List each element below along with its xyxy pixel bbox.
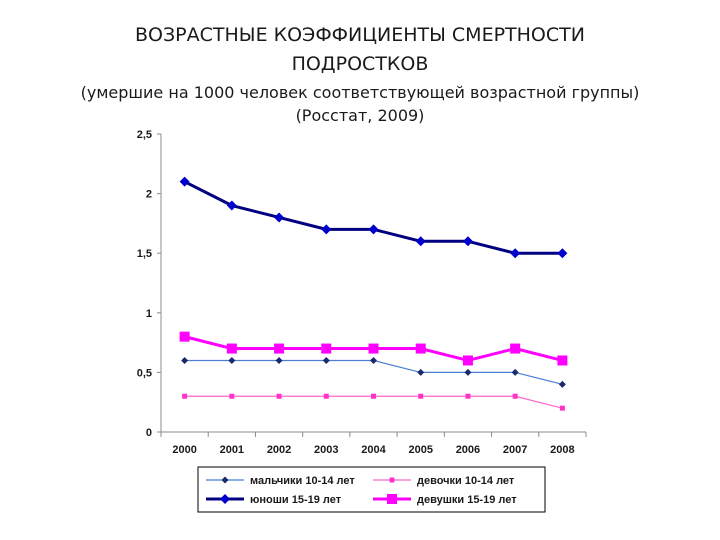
series-3-point xyxy=(415,236,426,247)
series-2-point xyxy=(229,393,235,399)
series-4-point xyxy=(415,343,426,354)
chart-title-line-2: ПОДРОСТКОВ xyxy=(291,53,429,75)
x-tick-label: 2002 xyxy=(267,444,291,456)
y-tick-label: 2,5 xyxy=(137,129,152,141)
series-3-point xyxy=(226,200,237,211)
series-4-point xyxy=(557,355,568,366)
legend-item-2-label: девочки 10-14 лет xyxy=(417,475,515,487)
legend-item-4-label: девушки 15-19 лет xyxy=(417,494,517,506)
series-4-point xyxy=(226,343,237,354)
x-tick-label: 2004 xyxy=(361,444,386,456)
x-tick-label: 2000 xyxy=(172,444,196,456)
series-1-point xyxy=(370,356,377,364)
series-4-point xyxy=(321,343,332,354)
x-tick-label: 2007 xyxy=(503,444,527,456)
series-3-point xyxy=(462,236,473,247)
series-4-point xyxy=(510,343,521,354)
series-1-line xyxy=(184,359,563,385)
chart-subtitle-line-1: (умершие на 1000 человек соответствующей… xyxy=(80,83,640,102)
series-3-point xyxy=(368,224,379,235)
y-tick-label: 1,5 xyxy=(137,248,152,260)
x-tick-label: 2008 xyxy=(550,444,574,456)
series-2-point xyxy=(323,393,329,399)
series-1-point xyxy=(181,356,189,364)
series-1-point xyxy=(464,368,472,376)
series-4-point xyxy=(462,355,473,366)
series-1-point xyxy=(322,356,330,364)
series-1-point xyxy=(417,368,425,376)
series-4-point xyxy=(274,343,285,354)
series-2-point xyxy=(512,393,518,399)
legend-item-3-swatch-marker xyxy=(220,494,230,504)
x-tick-label: 2005 xyxy=(408,444,432,456)
series-3-point xyxy=(321,224,332,235)
y-tick-label: 2 xyxy=(146,189,152,201)
chart-title-line-1: ВОЗРАСТНЫЕ КОЭФФИЦИЕНТЫ СМЕРТНОСТИ xyxy=(135,24,585,46)
series-2-point xyxy=(276,393,282,399)
series-3-point xyxy=(557,248,568,259)
series-4-point xyxy=(368,343,379,354)
series-2-point xyxy=(418,393,424,399)
legend-item-1-swatch-marker xyxy=(221,476,229,484)
x-tick-label: 2001 xyxy=(220,444,244,456)
chart-subtitle-line-2: (Росстат, 2009) xyxy=(295,106,425,125)
y-tick-label: 0 xyxy=(146,427,152,439)
series-1-point xyxy=(275,356,283,364)
series-3-point xyxy=(510,248,521,259)
series-2-point xyxy=(559,405,565,411)
series-1-point xyxy=(558,380,566,388)
series-3-line xyxy=(183,180,563,255)
series-2-point xyxy=(465,393,471,399)
series-1-point xyxy=(511,368,519,376)
series-4-point xyxy=(179,331,190,342)
series-1-point xyxy=(228,356,236,364)
series-2-point xyxy=(182,393,188,399)
y-tick-label: 1 xyxy=(146,308,152,320)
x-tick-label: 2006 xyxy=(456,444,480,456)
series-3-point xyxy=(179,176,190,187)
legend-item-4-swatch-marker xyxy=(387,494,397,504)
y-tick-label: 0,5 xyxy=(137,367,152,379)
legend-item-2-swatch-marker xyxy=(389,477,395,483)
legend-item-1-label: мальчики 10-14 лет xyxy=(250,475,355,487)
legend-box xyxy=(197,466,546,513)
series-2-point xyxy=(371,393,376,399)
legend-item-3-label: юноши 15-19 лет xyxy=(250,494,342,506)
series-3-point xyxy=(274,212,285,223)
x-tick-label: 2003 xyxy=(314,444,338,456)
